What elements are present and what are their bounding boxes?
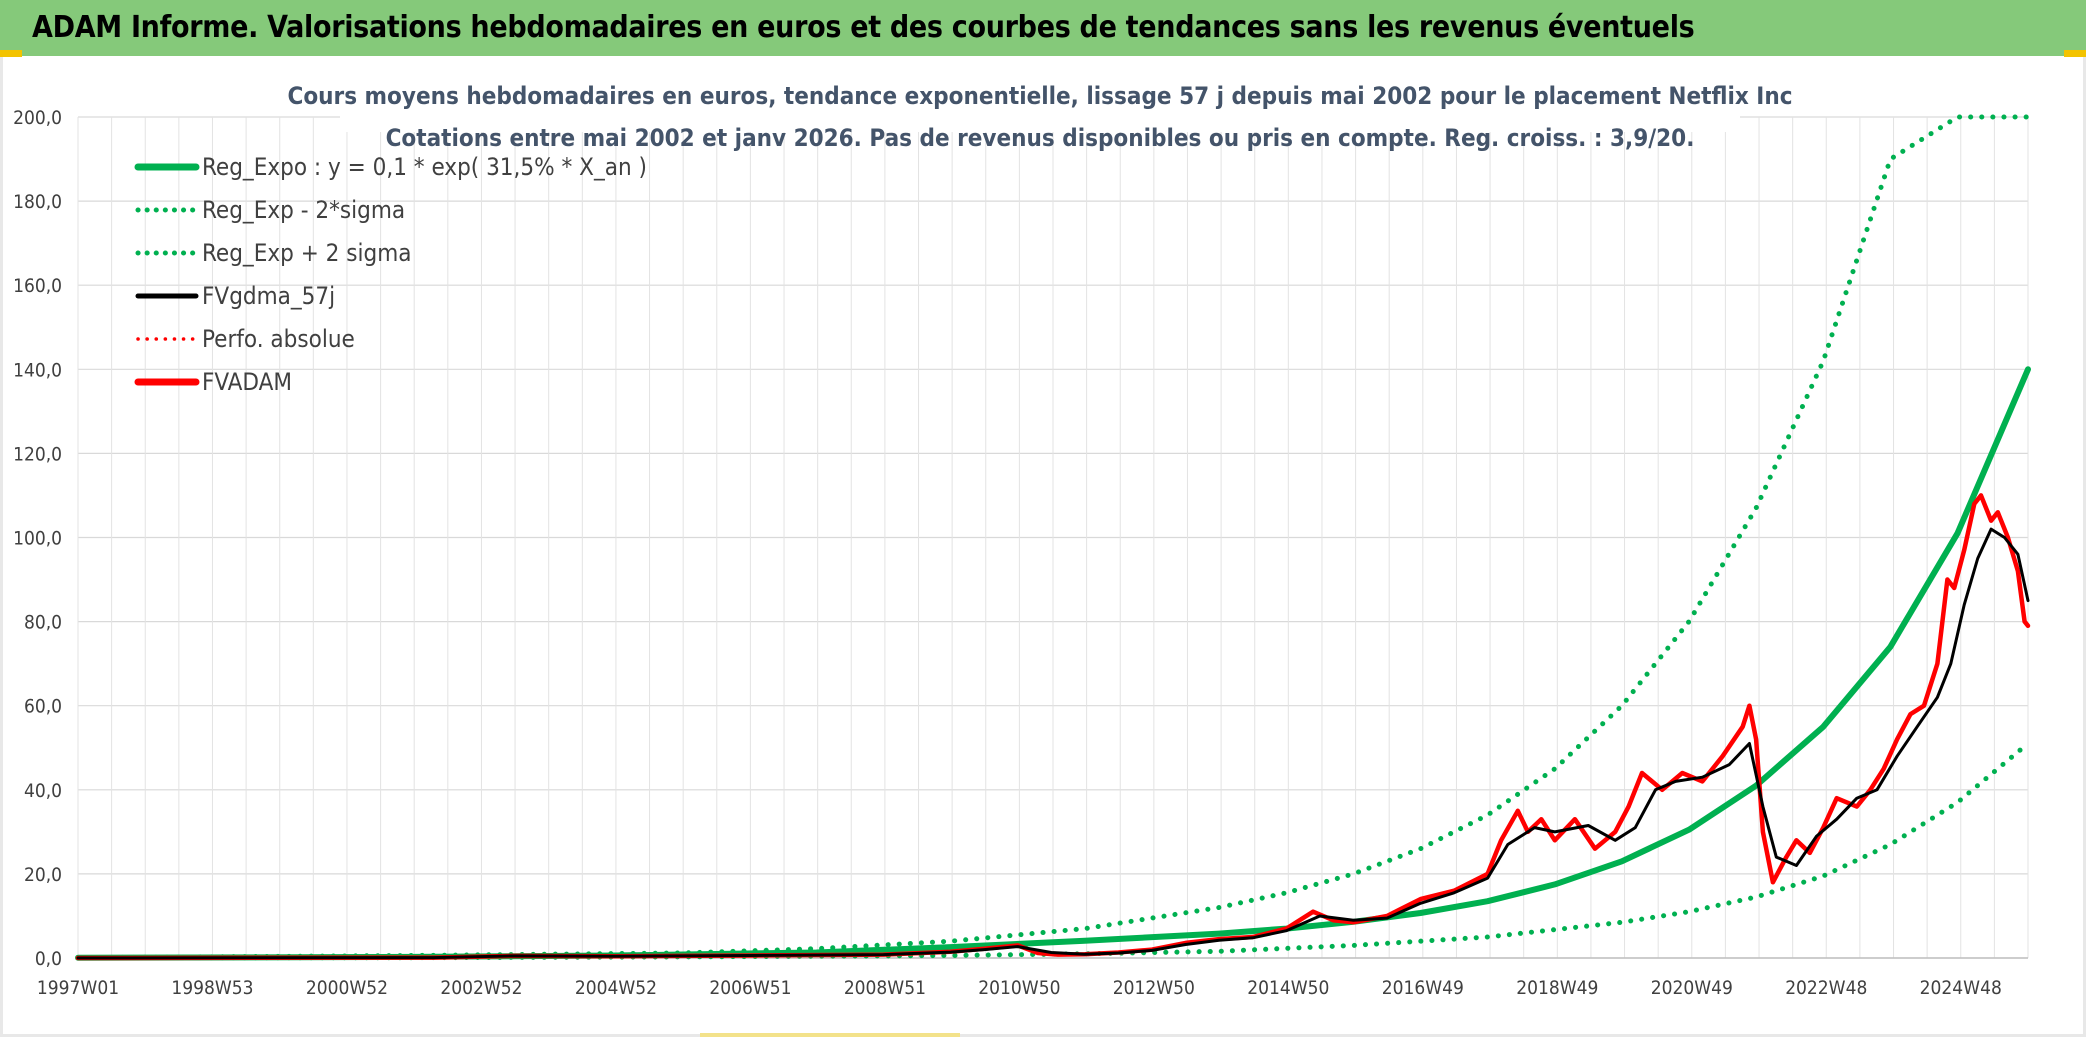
y-tick-label: 160,0 (13, 275, 62, 297)
y-tick-label: 100,0 (13, 528, 62, 550)
x-tick-label: 2010W50 (978, 977, 1060, 999)
x-tick-label: 2016W49 (1382, 977, 1464, 999)
legend-label: Perfo. absolue (202, 325, 355, 353)
plot-area (75, 114, 2031, 961)
series-line-1 (75, 741, 2031, 961)
y-tick-label: 180,0 (13, 191, 62, 213)
chart-title: Cours moyens hebdomadaires en euros, ten… (287, 82, 1792, 110)
accent-bottom (700, 1033, 960, 1037)
accent-corner-left (0, 50, 22, 57)
x-tick-label: 2022W48 (1785, 977, 1867, 999)
legend-label: Reg_Expo : y = 0,1 * exp( 31,5% * X_an ) (202, 153, 647, 181)
y-tick-label: 120,0 (13, 443, 62, 465)
y-tick-label: 60,0 (24, 696, 62, 718)
legend-label: Reg_Exp + 2 sigma (202, 239, 411, 267)
x-tick-label: 2020W49 (1651, 977, 1733, 999)
legend-label: FVgdma_57j (202, 282, 335, 310)
chart-title-background (340, 60, 1740, 132)
x-tick-label: 2002W52 (440, 977, 522, 999)
x-tick-label: 2012W50 (1113, 977, 1195, 999)
x-tick-label: 2004W52 (575, 977, 657, 999)
x-tick-label: 1998W53 (171, 977, 253, 999)
legend-label: Reg_Exp - 2*sigma (202, 196, 405, 224)
x-axis-ticks: 1997W01 1998W53 2000W52 2002W52 2004W52 2006W… (37, 977, 2002, 999)
y-tick-label: 0,0 (35, 948, 62, 970)
x-tick-label: 2006W51 (709, 977, 791, 999)
x-tick-label: 1997W01 (37, 977, 119, 999)
legend: Reg_Expo : y = 0,1 * exp( 31,5% * X_an )… (134, 153, 647, 396)
y-axis-ticks: 0,0 20,0 40,0 60,0 80,0 100,0 120,0 140,0 160,0 1… (13, 107, 62, 970)
x-tick-label: 2018W49 (1516, 977, 1598, 999)
x-tick-label: 2024W48 (1920, 977, 2002, 999)
accent-corner-right (2064, 50, 2086, 57)
y-tick-label: 200,0 (13, 107, 62, 129)
legend-label: FVADAM (202, 368, 292, 396)
chart-subtitle: Cotations entre mai 2002 et janv 2026. P… (386, 124, 1695, 152)
report-title: ADAM Informe. Valorisations hebdomadaire… (32, 10, 1695, 45)
series-line-0 (75, 366, 2031, 961)
y-tick-label: 20,0 (24, 864, 62, 886)
x-tick-label: 2008W51 (844, 977, 926, 999)
y-tick-label: 80,0 (24, 612, 62, 634)
header-banner: ADAM Informe. Valorisations hebdomadaire… (0, 0, 2086, 56)
y-tick-label: 140,0 (13, 359, 62, 381)
x-tick-label: 2000W52 (306, 977, 388, 999)
y-tick-label: 40,0 (24, 780, 62, 802)
line-chart: 0,0 20,0 40,0 60,0 80,0 100,0 120,0 140,0 160,0 1… (13, 60, 2031, 999)
series-line-3 (76, 527, 2030, 960)
x-tick-label: 2014W50 (1247, 977, 1329, 999)
